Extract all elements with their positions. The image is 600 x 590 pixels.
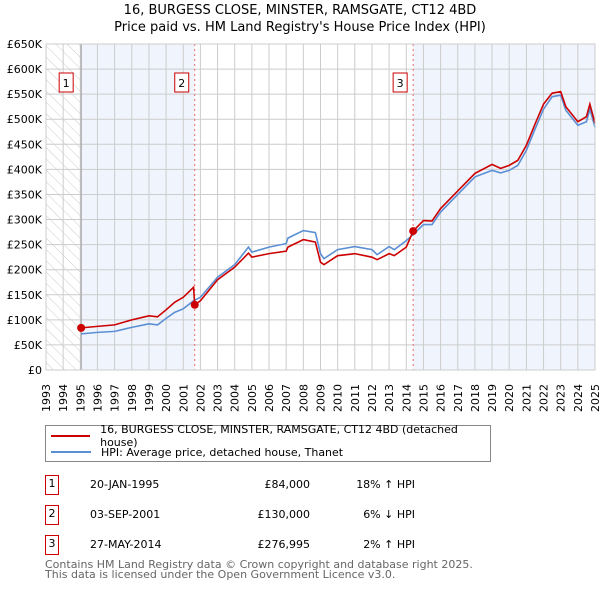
- x-tick-label: 2015: [417, 384, 430, 412]
- sale-price: £276,995: [257, 538, 311, 551]
- x-tick-label: 2009: [315, 384, 328, 412]
- shade-period-3: [413, 44, 595, 370]
- x-tick-label: 1999: [143, 384, 156, 412]
- x-tick-label: 2010: [332, 384, 345, 412]
- sale-label-box: [58, 72, 74, 93]
- sale-date: 20-JAN-1995: [90, 478, 160, 491]
- y-tick-label: £400K: [7, 163, 43, 176]
- y-tick-label: £100K: [7, 314, 43, 327]
- y-tick-label: £600K: [7, 63, 43, 76]
- x-tick-label: 2025: [589, 384, 600, 412]
- sale-price: £130,000: [257, 508, 311, 521]
- x-tick-label: 2005: [246, 384, 259, 412]
- x-tick-label: 2024: [572, 384, 585, 412]
- x-tick-label: 2007: [280, 384, 293, 412]
- x-tick-label: 2006: [263, 384, 276, 412]
- chart-subtitle: Price paid vs. HM Land Registry's House …: [114, 20, 486, 35]
- sale-label: 1: [63, 77, 70, 90]
- sale-label: 3: [397, 77, 404, 90]
- x-tick-label: 2020: [503, 384, 516, 412]
- x-tick-label: 2008: [297, 384, 310, 412]
- footer-licence: This data is licensed under the Open Gov…: [45, 568, 396, 581]
- chart-title: 16, BURGESS CLOSE, MINSTER, RAMSGATE, CT…: [123, 3, 477, 18]
- y-tick-label: £450K: [7, 138, 43, 151]
- sale-number: 2: [45, 505, 59, 525]
- x-tick-label: 2003: [212, 384, 225, 412]
- sale-row: 3 27-MAY-2014 £276,995 2% ↑ HPI: [45, 535, 415, 555]
- y-tick-label: £150K: [7, 289, 43, 302]
- x-tick-label: 2021: [520, 384, 533, 412]
- x-tick-label: 2004: [229, 384, 242, 412]
- sale-marker: [190, 300, 199, 309]
- y-tick-label: £650K: [7, 38, 43, 51]
- shade-period-1: [81, 44, 195, 370]
- x-tick-label: 2023: [555, 384, 568, 412]
- y-tick-label: £50K: [14, 339, 43, 352]
- sale-number: 1: [45, 475, 59, 495]
- y-tick-label: £500K: [7, 113, 43, 126]
- x-tick-label: 2011: [349, 384, 362, 412]
- x-tick-label: 1998: [126, 384, 139, 412]
- x-tick-label: 2014: [400, 384, 413, 412]
- x-tick-label: 1993: [40, 384, 53, 412]
- y-tick-label: £350K: [7, 188, 43, 201]
- price-chart: 1993 1994 1995 1996 1997 1998 1999 2000 2001 2002…: [7, 38, 600, 412]
- x-tick-label: 2016: [435, 384, 448, 412]
- y-tick-label: £200K: [7, 264, 43, 277]
- sale-row: 1 20-JAN-1995 £84,000 18% ↑ HPI: [45, 475, 415, 495]
- hpi-line-swatch: [51, 451, 91, 453]
- sale-label-box: [174, 72, 190, 93]
- plot-border: [45, 43, 596, 371]
- y-tick-label: £300K: [7, 214, 43, 227]
- x-tick-label: 1994: [57, 384, 70, 412]
- x-tick-label: 2002: [194, 384, 207, 412]
- x-tick-label: 2019: [486, 384, 499, 412]
- sale-hpi-diff: 2% ↑ HPI: [363, 538, 415, 551]
- sale-hpi-diff: 18% ↑ HPI: [356, 478, 415, 491]
- sale-marker: [409, 227, 418, 236]
- x-tick-label: 1995: [74, 384, 87, 412]
- y-tick-label: £250K: [7, 239, 43, 252]
- legend-hpi: HPI: Average price, detached house, Than…: [101, 445, 344, 459]
- sale-number: 3: [45, 535, 59, 555]
- chart-legend: 16, BURGESS CLOSE, MINSTER, RAMSGATE, CT…: [45, 423, 491, 462]
- x-tick-label: 2001: [177, 384, 190, 412]
- sale-price: £84,000: [264, 478, 311, 491]
- property-price-line: [81, 90, 596, 329]
- x-tick-label: 2012: [366, 384, 379, 412]
- property-line-swatch: [51, 435, 91, 437]
- sale-row: 2 03-SEP-2001 £130,000 6% ↓ HPI: [45, 505, 415, 525]
- x-tick-label: 2022: [538, 384, 551, 412]
- x-tick-label: 2017: [452, 384, 465, 412]
- legend-property: 16, BURGESS CLOSE, MINSTER, RAMSGATE, CT…: [100, 423, 458, 449]
- sale-date: 03-SEP-2001: [90, 508, 161, 521]
- sale-marker: [77, 323, 86, 332]
- footer: Contains HM Land Registry data © Crown c…: [45, 558, 473, 581]
- sale-date: 27-MAY-2014: [90, 538, 162, 551]
- hpi-line: [81, 94, 596, 335]
- footer-copyright: Contains HM Land Registry data © Crown c…: [45, 558, 473, 571]
- y-tick-label: £0: [28, 364, 42, 377]
- x-tick-label: 1997: [109, 384, 122, 412]
- sale-label-box: [392, 72, 408, 93]
- sale-label: 2: [178, 77, 185, 90]
- sale-hpi-diff: 6% ↓ HPI: [363, 508, 415, 521]
- x-tick-label: 2018: [469, 384, 482, 412]
- x-tick-label: 2013: [383, 384, 396, 412]
- y-tick-label: £550K: [7, 88, 43, 101]
- x-tick-label: 1996: [91, 384, 104, 412]
- x-tick-label: 2000: [160, 384, 173, 412]
